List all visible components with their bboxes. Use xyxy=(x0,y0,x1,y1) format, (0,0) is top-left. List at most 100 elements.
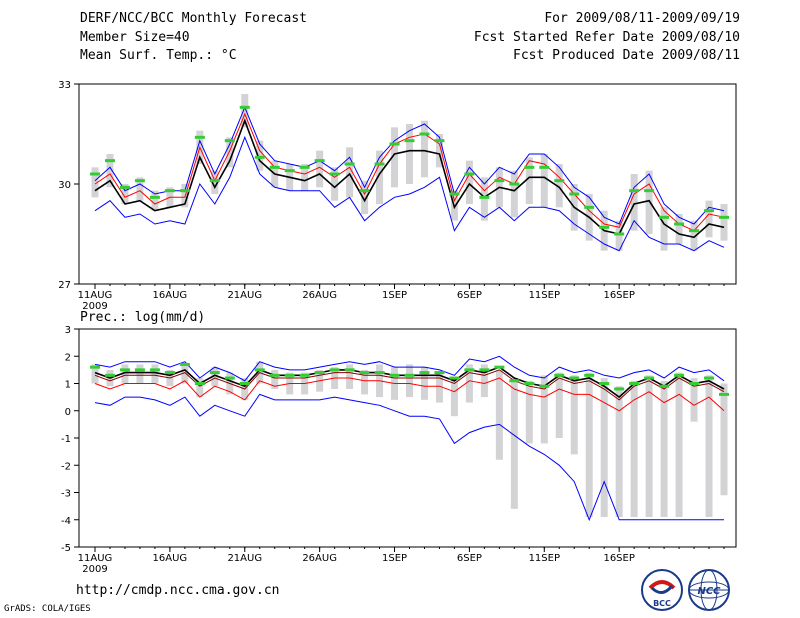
spread-bar xyxy=(331,167,339,201)
bcc-logo-text: BCC xyxy=(653,599,671,608)
footer-url[interactable]: http://cmdp.ncc.cma.gov.cn xyxy=(76,583,280,598)
spread-bar xyxy=(136,177,144,201)
y-tick-label: 1 xyxy=(65,380,71,391)
spread-bar xyxy=(256,140,264,171)
series-lower_red xyxy=(94,377,725,412)
spread-bar xyxy=(720,383,728,496)
x-tick-label: 1SEP xyxy=(382,553,407,564)
green-marker xyxy=(374,162,385,166)
spread-bar xyxy=(211,367,219,387)
green-marker xyxy=(464,172,475,176)
green-marker xyxy=(134,179,145,183)
spread-bar xyxy=(525,157,533,204)
green-marker xyxy=(404,373,415,377)
spread-bar xyxy=(675,372,683,518)
y-tick-label: -5 xyxy=(61,543,71,554)
green-marker xyxy=(269,165,280,169)
green-marker xyxy=(539,165,550,169)
x-tick-label: 16AUG xyxy=(153,290,188,301)
green-marker xyxy=(569,376,580,380)
x-tick-label: 6SEP xyxy=(457,553,482,564)
green-marker xyxy=(704,209,715,213)
green-marker xyxy=(389,373,400,377)
green-marker xyxy=(644,376,655,380)
spread-bar xyxy=(316,150,324,188)
y-tick-label: 30 xyxy=(58,180,71,191)
green-marker xyxy=(194,135,205,139)
x-tick-label: 21AUG xyxy=(227,290,262,301)
x-tick-label: 11SEP xyxy=(529,553,560,564)
spread-bar xyxy=(226,137,234,168)
green-marker xyxy=(494,179,505,183)
green-marker xyxy=(719,392,729,396)
spread-bar xyxy=(585,372,593,518)
green-marker xyxy=(314,371,325,375)
x-tick-label: 16SEP xyxy=(603,290,634,301)
temperature-panel: 27 30 33 11AUG 16AUG 21AUG 26AUG 1SEP 6SEP 11SEP 1… xyxy=(58,80,737,312)
spread-bar xyxy=(525,380,533,444)
green-marker xyxy=(599,225,610,229)
green-marker xyxy=(524,165,535,169)
green-marker xyxy=(674,222,685,226)
green-marker xyxy=(329,368,340,372)
green-marker xyxy=(629,189,640,193)
green-marker xyxy=(539,384,550,388)
series-dark_mean xyxy=(94,369,725,401)
spread-bar xyxy=(675,214,683,244)
spread-bar xyxy=(450,378,458,417)
green-marker xyxy=(689,229,700,233)
green-marker xyxy=(90,172,100,176)
y-tick-label: -2 xyxy=(61,461,71,472)
spread-bar xyxy=(465,364,473,403)
green-marker xyxy=(509,182,520,186)
green-marker xyxy=(389,142,400,146)
green-marker xyxy=(239,105,250,109)
green-marker xyxy=(374,371,385,375)
x-tick-label: 6SEP xyxy=(457,290,482,301)
green-marker xyxy=(179,362,190,366)
grads-credit: GrADS: COLA/IGES xyxy=(4,604,91,614)
spread-bar xyxy=(391,127,399,188)
spread-bar xyxy=(615,220,623,251)
precipitation-panel: -5 -4 -3 -2 -1 0 1 2 3 11AUG 16AUG 21AUG 26AUG 1SEP 6S… xyxy=(61,325,737,575)
green-marker xyxy=(704,376,715,380)
spread-bar xyxy=(465,160,473,204)
green-marker xyxy=(194,382,205,385)
green-marker xyxy=(104,159,115,163)
green-marker xyxy=(659,384,670,388)
green-marker xyxy=(239,382,250,385)
spread-bar xyxy=(181,364,189,384)
green-marker xyxy=(149,368,160,372)
spread-bar xyxy=(106,154,114,188)
green-marker xyxy=(254,155,265,159)
green-marker xyxy=(434,139,445,143)
ncc-logo-text: NCC xyxy=(697,586,721,597)
green-marker xyxy=(344,368,355,372)
spread-bar xyxy=(420,367,428,400)
spread-bar xyxy=(121,184,129,204)
x-year-label: 2009 xyxy=(82,301,107,312)
green-marker xyxy=(134,368,145,372)
green-marker xyxy=(524,382,535,385)
green-marker xyxy=(419,371,430,375)
green-marker xyxy=(479,368,490,372)
ncc-logo: NCC xyxy=(686,568,732,616)
spread-bar xyxy=(630,174,638,231)
green-marker xyxy=(509,379,520,383)
spread-bar xyxy=(181,184,189,208)
green-marker xyxy=(614,387,625,391)
spread-bar xyxy=(406,124,413,184)
green-marker xyxy=(209,371,220,375)
x-tick-label: 26AUG xyxy=(302,553,337,564)
green-marker xyxy=(224,139,235,143)
green-marker xyxy=(644,189,655,193)
forecast-produced-date: Fcst Produced Date 2009/08/11 xyxy=(513,48,740,63)
green-marker xyxy=(599,382,610,385)
green-marker xyxy=(689,382,700,385)
member-size: Member Size=40 xyxy=(80,30,190,45)
spread-bar xyxy=(151,190,159,211)
spread-bar xyxy=(121,364,129,384)
green-marker xyxy=(299,165,310,169)
spread-bar xyxy=(91,364,99,384)
